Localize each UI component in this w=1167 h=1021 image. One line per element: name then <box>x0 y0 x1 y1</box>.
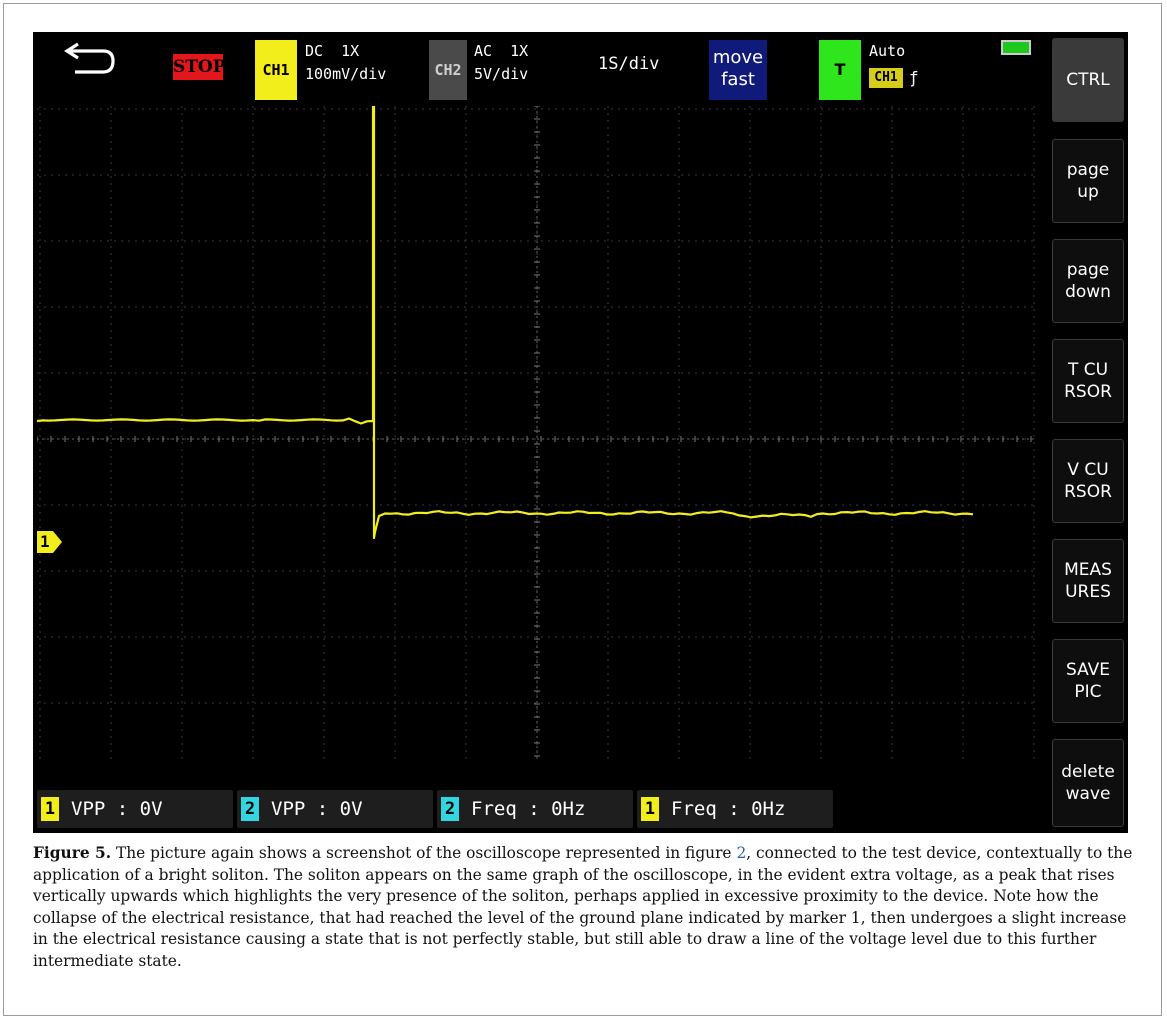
channel-badge: 2 <box>441 797 459 821</box>
page-down-button[interactable]: page down <box>1052 239 1124 323</box>
battery-icon <box>1001 40 1031 55</box>
measurement-text: Freq : 0Hz <box>671 798 786 820</box>
save-pic-button[interactable]: SAVE PIC <box>1052 639 1124 723</box>
waveform-display[interactable] <box>36 104 1037 761</box>
ch1-scale: 100mV/div <box>305 65 387 83</box>
stop-indicator[interactable]: STOP <box>173 54 226 80</box>
measures-button[interactable]: MEAS URES <box>1052 539 1124 623</box>
t-cursor-button[interactable]: T CU RSOR <box>1052 339 1124 423</box>
ch2-coupling: AC 1X <box>474 42 529 60</box>
top-status-bar: STOP CH1 DC 1X 100mV/div CH2 AC 1X 5V/di… <box>33 32 1047 110</box>
ch2-badge[interactable]: CH2 <box>429 40 467 100</box>
oscilloscope-screen: STOP CH1 DC 1X 100mV/div CH2 AC 1X 5V/di… <box>33 32 1128 833</box>
measurement-text: Freq : 0Hz <box>471 798 586 820</box>
trigger-badge[interactable]: T <box>819 40 861 100</box>
delete-wave-button[interactable]: delete wave <box>1052 739 1124 827</box>
v-cursor-button[interactable]: V CU RSOR <box>1052 439 1124 523</box>
trigger-edge-icon: ƒ <box>909 68 919 87</box>
page-up-button[interactable]: page up <box>1052 139 1124 223</box>
ch1-waveform <box>36 104 974 540</box>
ch1-coupling: DC 1X <box>305 42 360 60</box>
ground-marker-label: 1 <box>40 532 50 551</box>
move-mode-line1: move <box>712 47 764 68</box>
measurement-text: VPP : 0V <box>71 798 163 820</box>
ch1-badge[interactable]: CH1 <box>255 40 297 100</box>
figure-reference-link[interactable]: 2 <box>736 844 747 862</box>
control-sidebar: CTRL page up page down T CU RSOR V CU RS… <box>1050 32 1128 833</box>
caption-text-1: The picture again shows a screenshot of … <box>111 844 737 862</box>
channel-badge: 1 <box>41 797 59 821</box>
trigger-source-badge: CH1 <box>869 68 903 88</box>
measurement-text: VPP : 0V <box>271 798 363 820</box>
ch2-scale: 5V/div <box>474 65 529 83</box>
measurement-ch1-vpp[interactable]: 1 VPP : 0V <box>37 790 233 828</box>
trigger-mode: Auto <box>869 42 906 60</box>
channel-badge: 1 <box>641 797 659 821</box>
timebase-readout[interactable]: 1S/div <box>598 54 660 74</box>
channel-badge: 2 <box>241 797 259 821</box>
measurement-ch2-freq[interactable]: 2 Freq : 0Hz <box>437 790 633 828</box>
measurement-bar: 1 VPP : 0V 2 VPP : 0V 2 Freq : 0Hz 1 Fre… <box>33 786 1047 833</box>
ctrl-button[interactable]: CTRL <box>1052 38 1124 122</box>
figure-frame <box>3 3 1162 1016</box>
measurement-ch2-vpp[interactable]: 2 VPP : 0V <box>237 790 433 828</box>
graticule <box>36 104 1037 761</box>
measurement-ch1-freq[interactable]: 1 Freq : 0Hz <box>637 790 833 828</box>
figure-caption: Figure 5. The picture again shows a scre… <box>33 843 1133 972</box>
caption-label: Figure 5. <box>33 844 112 862</box>
back-arrow-icon[interactable] <box>59 42 119 82</box>
caption-text-2: , connected to the test device, contextu… <box>33 844 1133 970</box>
ground-marker[interactable]: 1 <box>37 531 63 553</box>
move-mode-button[interactable]: move fast <box>709 40 767 100</box>
move-mode-line2: fast <box>721 69 755 90</box>
